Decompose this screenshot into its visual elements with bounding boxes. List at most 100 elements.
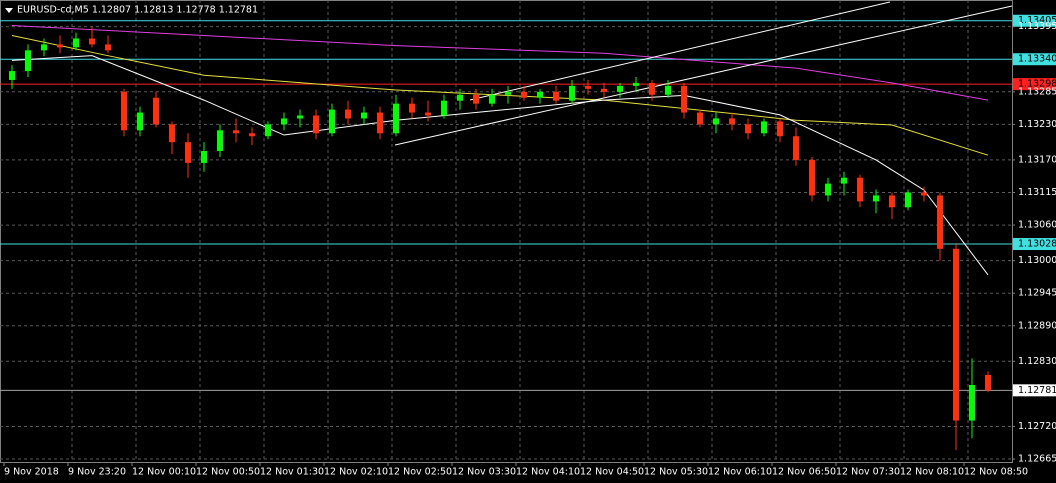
candle-body	[777, 121, 783, 137]
y-tick-label: 1.13115	[1018, 187, 1056, 198]
candle-body	[585, 85, 591, 89]
candle-body	[137, 112, 143, 131]
y-tick-label: 1.13060	[1018, 220, 1056, 231]
level-label-box	[1013, 238, 1056, 251]
candle-body	[9, 71, 15, 80]
candle-body	[761, 121, 767, 134]
y-tick-label: 1.13285	[1018, 86, 1056, 97]
y-tick-label: 1.12890	[1018, 320, 1056, 331]
grid	[0, 0, 1012, 462]
candle-body	[105, 44, 111, 51]
indicators	[11, 24, 989, 276]
x-tick-label: 12 Nov 04:50	[580, 467, 644, 478]
candle-body	[233, 130, 239, 134]
candle-body	[633, 82, 639, 86]
candle-body	[281, 118, 287, 125]
y-tick-label: 1.12945	[1018, 288, 1056, 299]
moving-average	[11, 24, 989, 101]
x-tick-label: 12 Nov 03:30	[452, 467, 516, 478]
x-tick-label: 12 Nov 02:50	[388, 467, 452, 478]
x-tick-label: 12 Nov 08:50	[964, 467, 1028, 478]
candle-body	[313, 115, 319, 134]
candle-body	[153, 97, 159, 125]
candle-body	[649, 82, 655, 95]
candle-body	[73, 38, 79, 48]
level-label: 1.13028	[1018, 239, 1056, 250]
level-label: 1.13340	[1018, 54, 1056, 65]
y-tick-label: 1.13230	[1018, 119, 1056, 130]
candle-body	[665, 85, 671, 95]
candle-body	[409, 103, 415, 113]
candle-body	[537, 91, 543, 98]
candle-body	[617, 85, 623, 92]
candles	[9, 26, 991, 451]
candle-body	[601, 88, 607, 92]
candle-body	[953, 248, 959, 421]
level-label: 1.12781	[1018, 385, 1056, 396]
level-label: 1.13298	[1018, 79, 1056, 90]
candle-body	[393, 103, 399, 134]
candle-body	[985, 374, 991, 391]
candle-body	[473, 94, 479, 104]
candle-body	[905, 192, 911, 208]
menu-arrow[interactable]	[5, 8, 13, 13]
candle-body	[793, 136, 799, 160]
candle-body	[329, 109, 335, 134]
candle-body	[57, 44, 63, 48]
candle-body	[169, 124, 175, 143]
x-tick-label: 12 Nov 06:10	[708, 467, 772, 478]
y-tick-label: 1.13170	[1018, 154, 1056, 165]
moving-average	[11, 35, 989, 156]
x-tick-label: 12 Nov 04:10	[516, 467, 580, 478]
candle-body	[121, 91, 127, 131]
candle-body	[841, 177, 847, 184]
moving-average	[11, 55, 989, 276]
candle-body	[729, 118, 735, 125]
candle-body	[441, 100, 447, 116]
y-tick-label: 1.12830	[1018, 356, 1056, 367]
candle-body	[25, 50, 31, 72]
candle-body	[249, 133, 255, 137]
x-tick-label: 12 Nov 08:10	[900, 467, 964, 478]
levels: 1.13405 1.13340 1.13298 1.13028 1.12781	[0, 14, 1056, 397]
candle-body	[297, 115, 303, 119]
candle-body	[185, 142, 191, 163]
candle-body	[681, 85, 687, 113]
candle-body	[809, 159, 815, 196]
x-tick-label: 12 Nov 02:10	[324, 467, 388, 478]
candle-body	[889, 195, 895, 208]
candle-body	[425, 112, 431, 116]
candle-body	[41, 44, 47, 51]
level-label: 1.13405	[1018, 15, 1056, 26]
trend-line	[469, 1, 891, 101]
x-tick-label: 12 Nov 01:30	[260, 467, 324, 478]
candle-body	[937, 195, 943, 249]
candle-body	[457, 94, 463, 101]
x-tick-label: 12 Nov 05:30	[644, 467, 708, 478]
candle-body	[505, 91, 511, 95]
candle-body	[697, 112, 703, 125]
x-tick-label: 12 Nov 00:10	[132, 467, 196, 478]
x-tick-label: 9 Nov 23:20	[68, 467, 126, 478]
x-tick-label: 12 Nov 06:50	[772, 467, 836, 478]
level-label-box	[1013, 78, 1056, 91]
candle-body	[745, 124, 751, 134]
candle-body	[873, 195, 879, 202]
candle-body	[361, 112, 367, 119]
x-tick-label: 12 Nov 00:50	[196, 467, 260, 478]
candle-body	[201, 151, 207, 163]
candle-body	[713, 118, 719, 125]
candle-body	[825, 183, 831, 196]
candle-body	[857, 177, 863, 202]
y-tick-label: 1.13000	[1018, 255, 1056, 266]
x-tick-label: 9 Nov 2018	[4, 467, 59, 478]
candle-body	[265, 124, 271, 137]
x-tick-label: 12 Nov 07:30	[836, 467, 900, 478]
y-tick-label: 1.13395	[1018, 21, 1056, 32]
y-tick-label: 1.12665	[1018, 454, 1056, 465]
trend-line	[394, 5, 1013, 146]
candle-body	[553, 91, 559, 101]
candle-body	[569, 85, 575, 101]
